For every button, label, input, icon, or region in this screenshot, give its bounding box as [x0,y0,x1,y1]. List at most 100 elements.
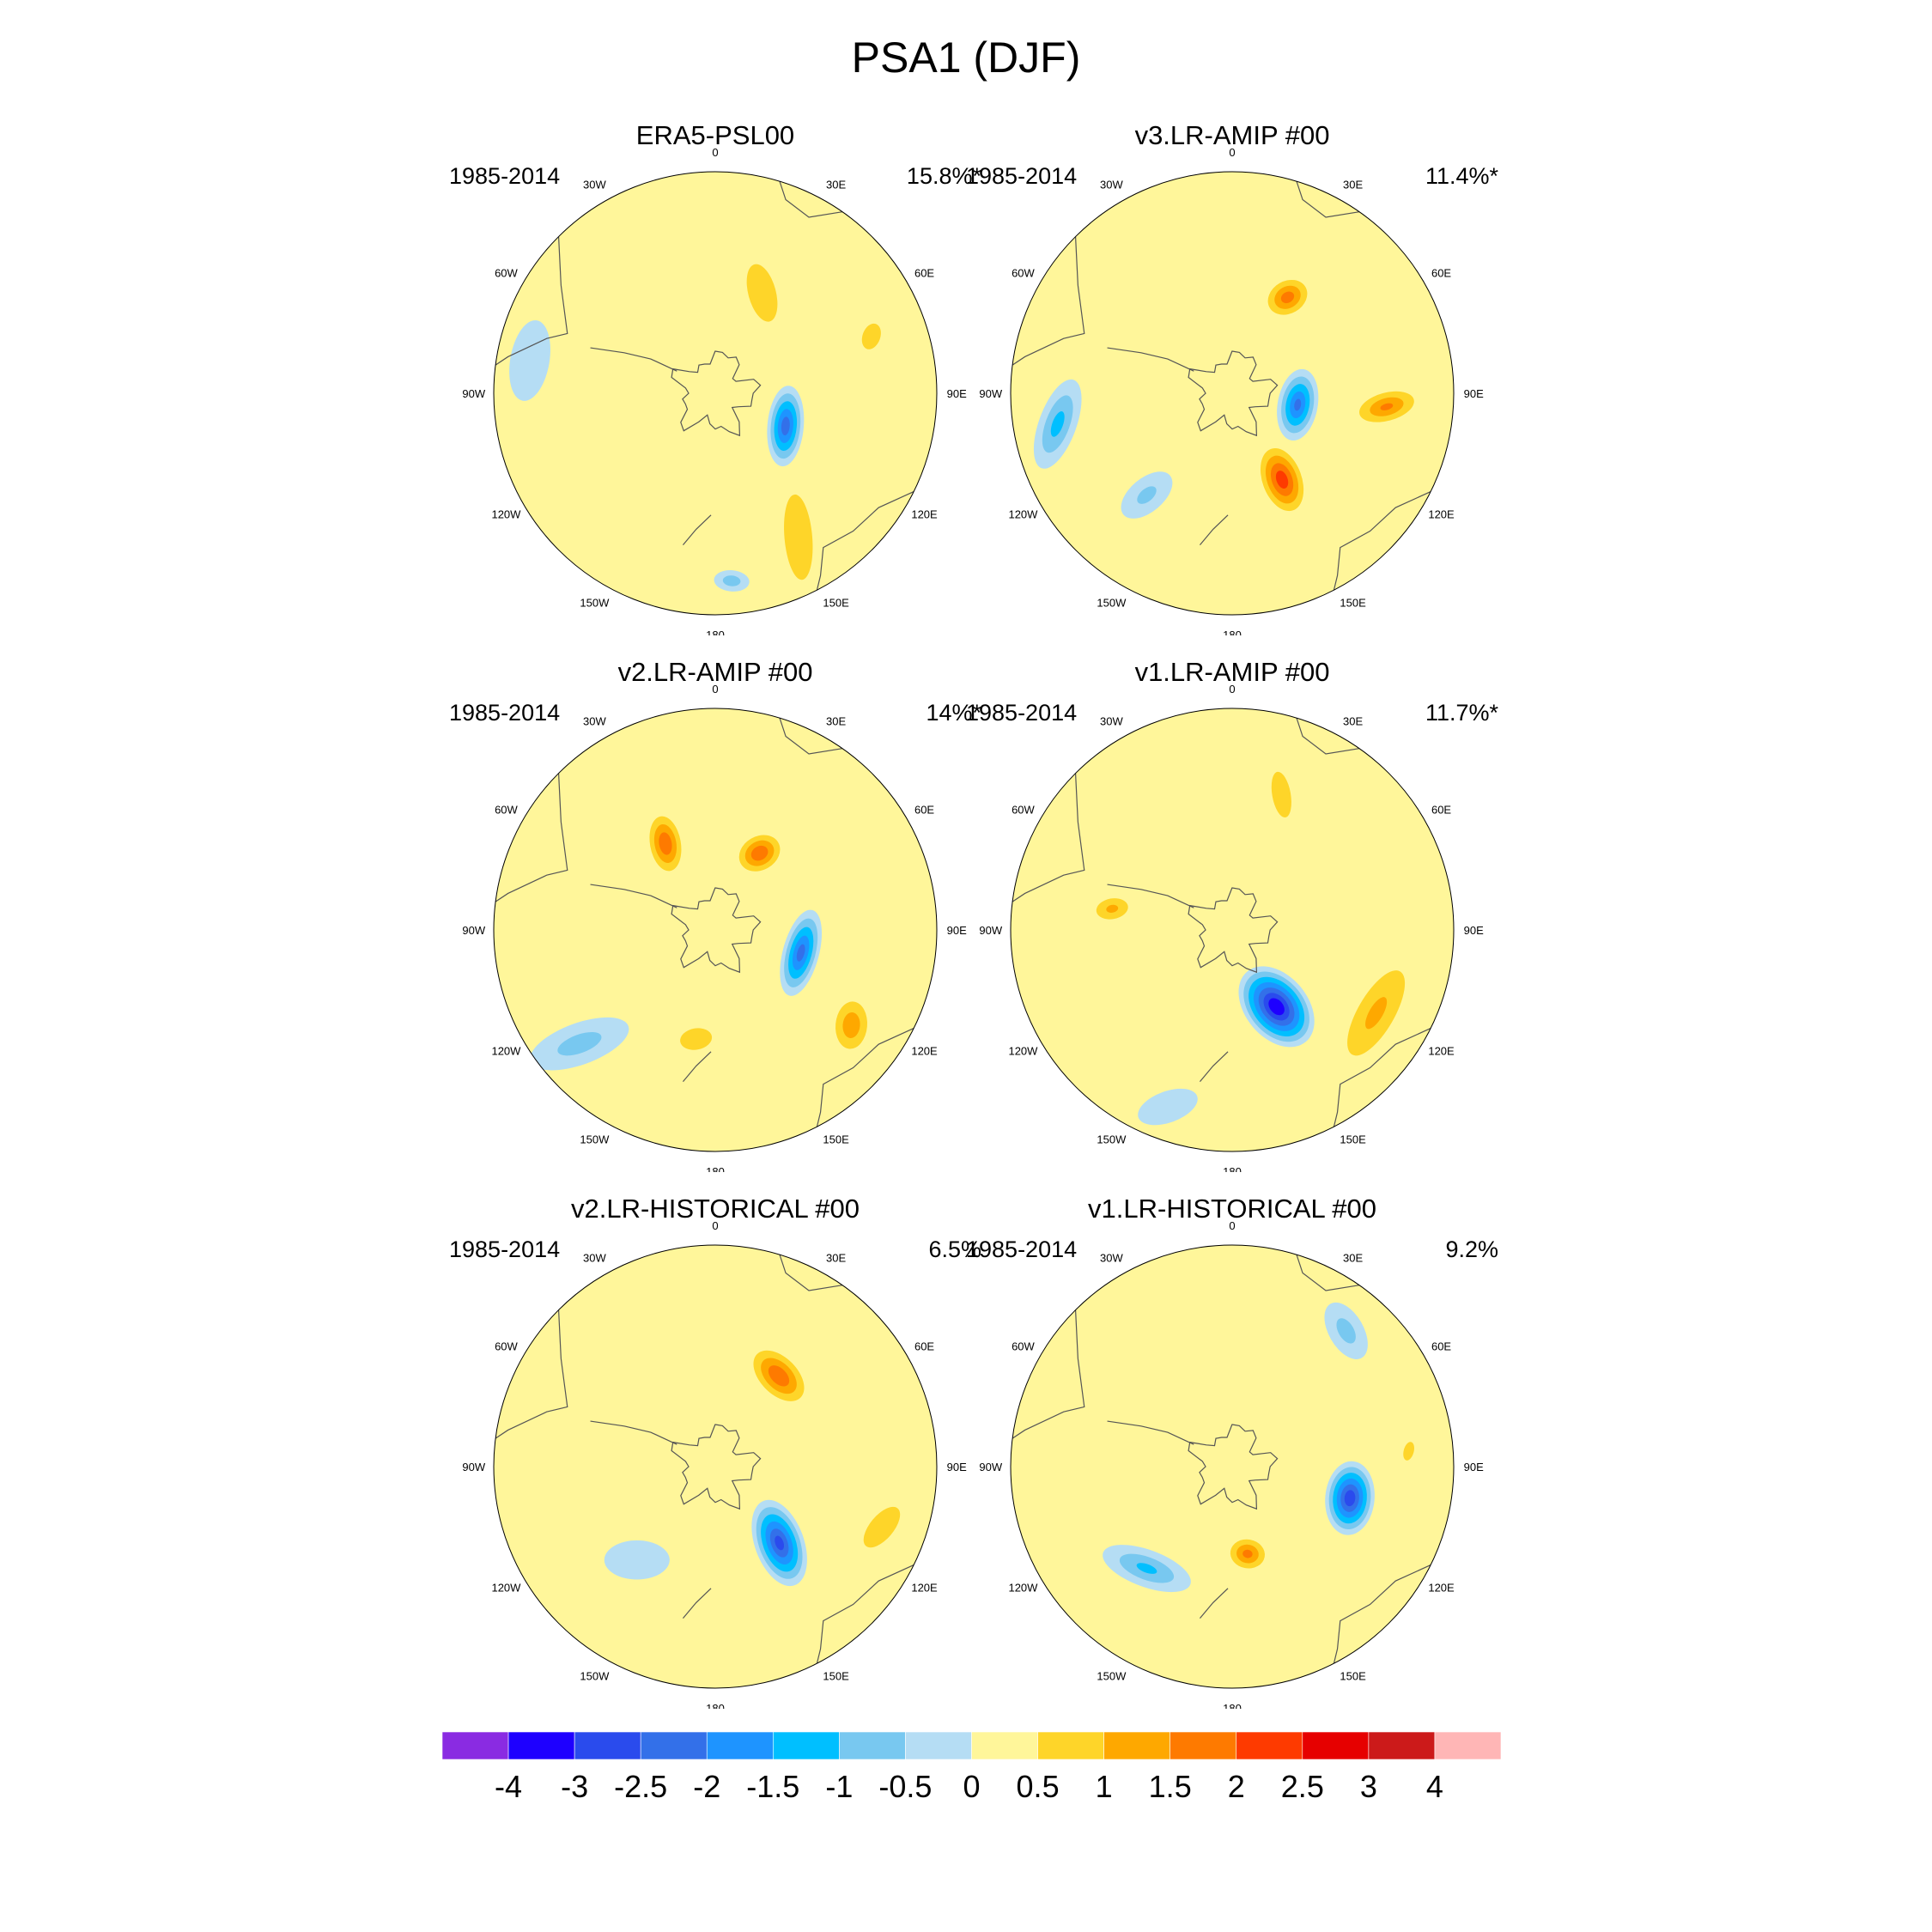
longitude-label: 90E [1464,1461,1484,1473]
longitude-label: 120E [911,1045,938,1058]
longitude-label: 30W [583,1251,606,1264]
colorbar-tick-label: -4 [495,1769,523,1804]
contour-region [509,319,550,401]
new-zealand-coastline [1199,1588,1229,1619]
longitude-label: 60E [914,803,934,816]
contour-region [1136,1563,1157,1574]
longitude-label: 90E [947,1461,967,1473]
longitude-label: 150E [1340,1133,1366,1146]
panel-variance-percent: 11.7%* [1425,700,1498,726]
antarctica-coastline [1188,350,1279,437]
colorbar-swatch [1302,1731,1370,1760]
longitude-label: 30E [1343,1251,1363,1264]
polar-map: 0 30E 60E 90E 120E 150E 180 150W 120W 90W 60W 30W [979,683,1484,1172]
contour-region [680,1028,713,1050]
longitude-label: 150W [580,597,610,610]
longitude-label: 0 [712,1219,718,1232]
contour-region [784,494,813,580]
longitude-label: 0 [1229,1219,1235,1232]
contour-region [1275,471,1289,489]
longitude-label: 30W [1100,714,1123,727]
contour-region [863,1506,901,1548]
longitude-label: 90E [1464,387,1484,400]
peninsula-coastline [590,347,677,372]
panel-title: ERA5-PSL00 [635,120,795,150]
peninsula-coastline [590,1420,677,1445]
panel-variance-percent: 11.4%* [1425,163,1498,189]
colorbar-tick-label: 3 [1359,1769,1377,1804]
australia-coastline [1329,488,1437,605]
colorbar-swatch [441,1731,509,1760]
colorbar-tick-label: -0.5 [878,1769,933,1804]
longitude-label: 120E [911,508,938,521]
longitude-label: 60E [1431,266,1451,279]
panel-variance-percent: 14%* [926,700,981,726]
map-border [1010,1244,1455,1689]
panel-variance-percent: 6.5% [928,1236,981,1262]
longitude-label: 90W [979,1461,1002,1473]
longitude-label: 60W [1012,1340,1035,1352]
longitude-label: 120W [491,1045,521,1058]
africa-coastline [775,708,843,755]
australia-coastline [812,488,920,605]
panel-title: v1.LR-HISTORICAL #00 [1088,1194,1376,1224]
longitude-label: 90E [947,387,967,400]
longitude-label: 90E [1464,924,1484,937]
colorbar-tick-label: 1 [1095,1769,1113,1804]
africa-coastline [775,1245,843,1291]
colorbar-swatch [574,1731,641,1760]
longitude-label: 120E [1428,1582,1455,1595]
longitude-label: 150W [1097,1133,1127,1146]
antarctica-coastline [1188,887,1279,974]
south-america-coastline [1011,773,1085,910]
map-panel: 0 30E 60E 90E 120E 150E 180 150W 120W 90W 60W 30W v1… [914,1194,1550,1709]
longitude-label: 0 [1229,683,1235,696]
south-america-coastline [1011,236,1085,374]
longitude-label: 0 [1229,146,1235,159]
colorbar-tick-label: -2.5 [614,1769,668,1804]
colorbar-tick-label: -1.5 [746,1769,800,1804]
antarctica-coastline [671,1424,762,1510]
colorbar-tick-label: -1 [825,1769,854,1804]
longitude-label: 90E [947,924,967,937]
colorbar-tick-label: 1.5 [1148,1769,1192,1804]
panel-variance-percent: 15.8%* [906,163,981,189]
figure-title: PSA1 (DJF) [851,33,1081,82]
contour-region [1138,1088,1198,1126]
longitude-label: 30E [826,1251,846,1264]
australia-coastline [1329,1561,1437,1678]
contour-region [1242,1549,1253,1558]
longitude-label: 120W [1008,1582,1038,1595]
colorbar-swatch [839,1731,906,1760]
longitude-label: 30E [826,178,846,191]
contour-region [1106,904,1119,913]
contour-region [861,323,881,349]
south-america-coastline [494,236,568,374]
longitude-label: 150W [580,1133,610,1146]
map-border [493,708,938,1152]
new-zealand-coastline [682,1051,712,1083]
longitude-label: 150W [1097,597,1127,610]
colorbar-swatch [1236,1731,1303,1760]
panel-variance-percent: 9.2% [1445,1236,1498,1262]
longitude-label: 30E [1343,714,1363,727]
longitude-label: 90W [979,924,1002,937]
colorbar-swatch [1434,1731,1502,1760]
new-zealand-coastline [1199,514,1229,546]
contour-region [775,1535,785,1551]
contour-region [722,575,741,586]
polar-map: 0 30E 60E 90E 120E 150E 180 150W 120W 90W 60W 30W [979,146,1484,635]
contour-region [842,1012,860,1039]
contour-region [1137,486,1157,504]
polar-map: 0 30E 60E 90E 120E 150E 180 150W 120W 90W 60W 30W [462,1219,967,1709]
contour-region [768,1365,790,1387]
contour-region [1273,1003,1280,1011]
panel-years: 1985-2014 [966,163,1078,189]
panel-title: v1.LR-AMIP #00 [1134,657,1330,687]
colorbar-swatch [640,1731,708,1760]
peninsula-coastline [1107,1420,1194,1445]
contour-region [557,1031,602,1056]
longitude-label: 150W [580,1670,610,1683]
polar-map: 0 30E 60E 90E 120E 150E 180 150W 120W 90W 60W 30W [979,1219,1484,1709]
map-panel: 0 30E 60E 90E 120E 150E 180 150W 120W 90W 60W 30W v3… [914,120,1550,635]
